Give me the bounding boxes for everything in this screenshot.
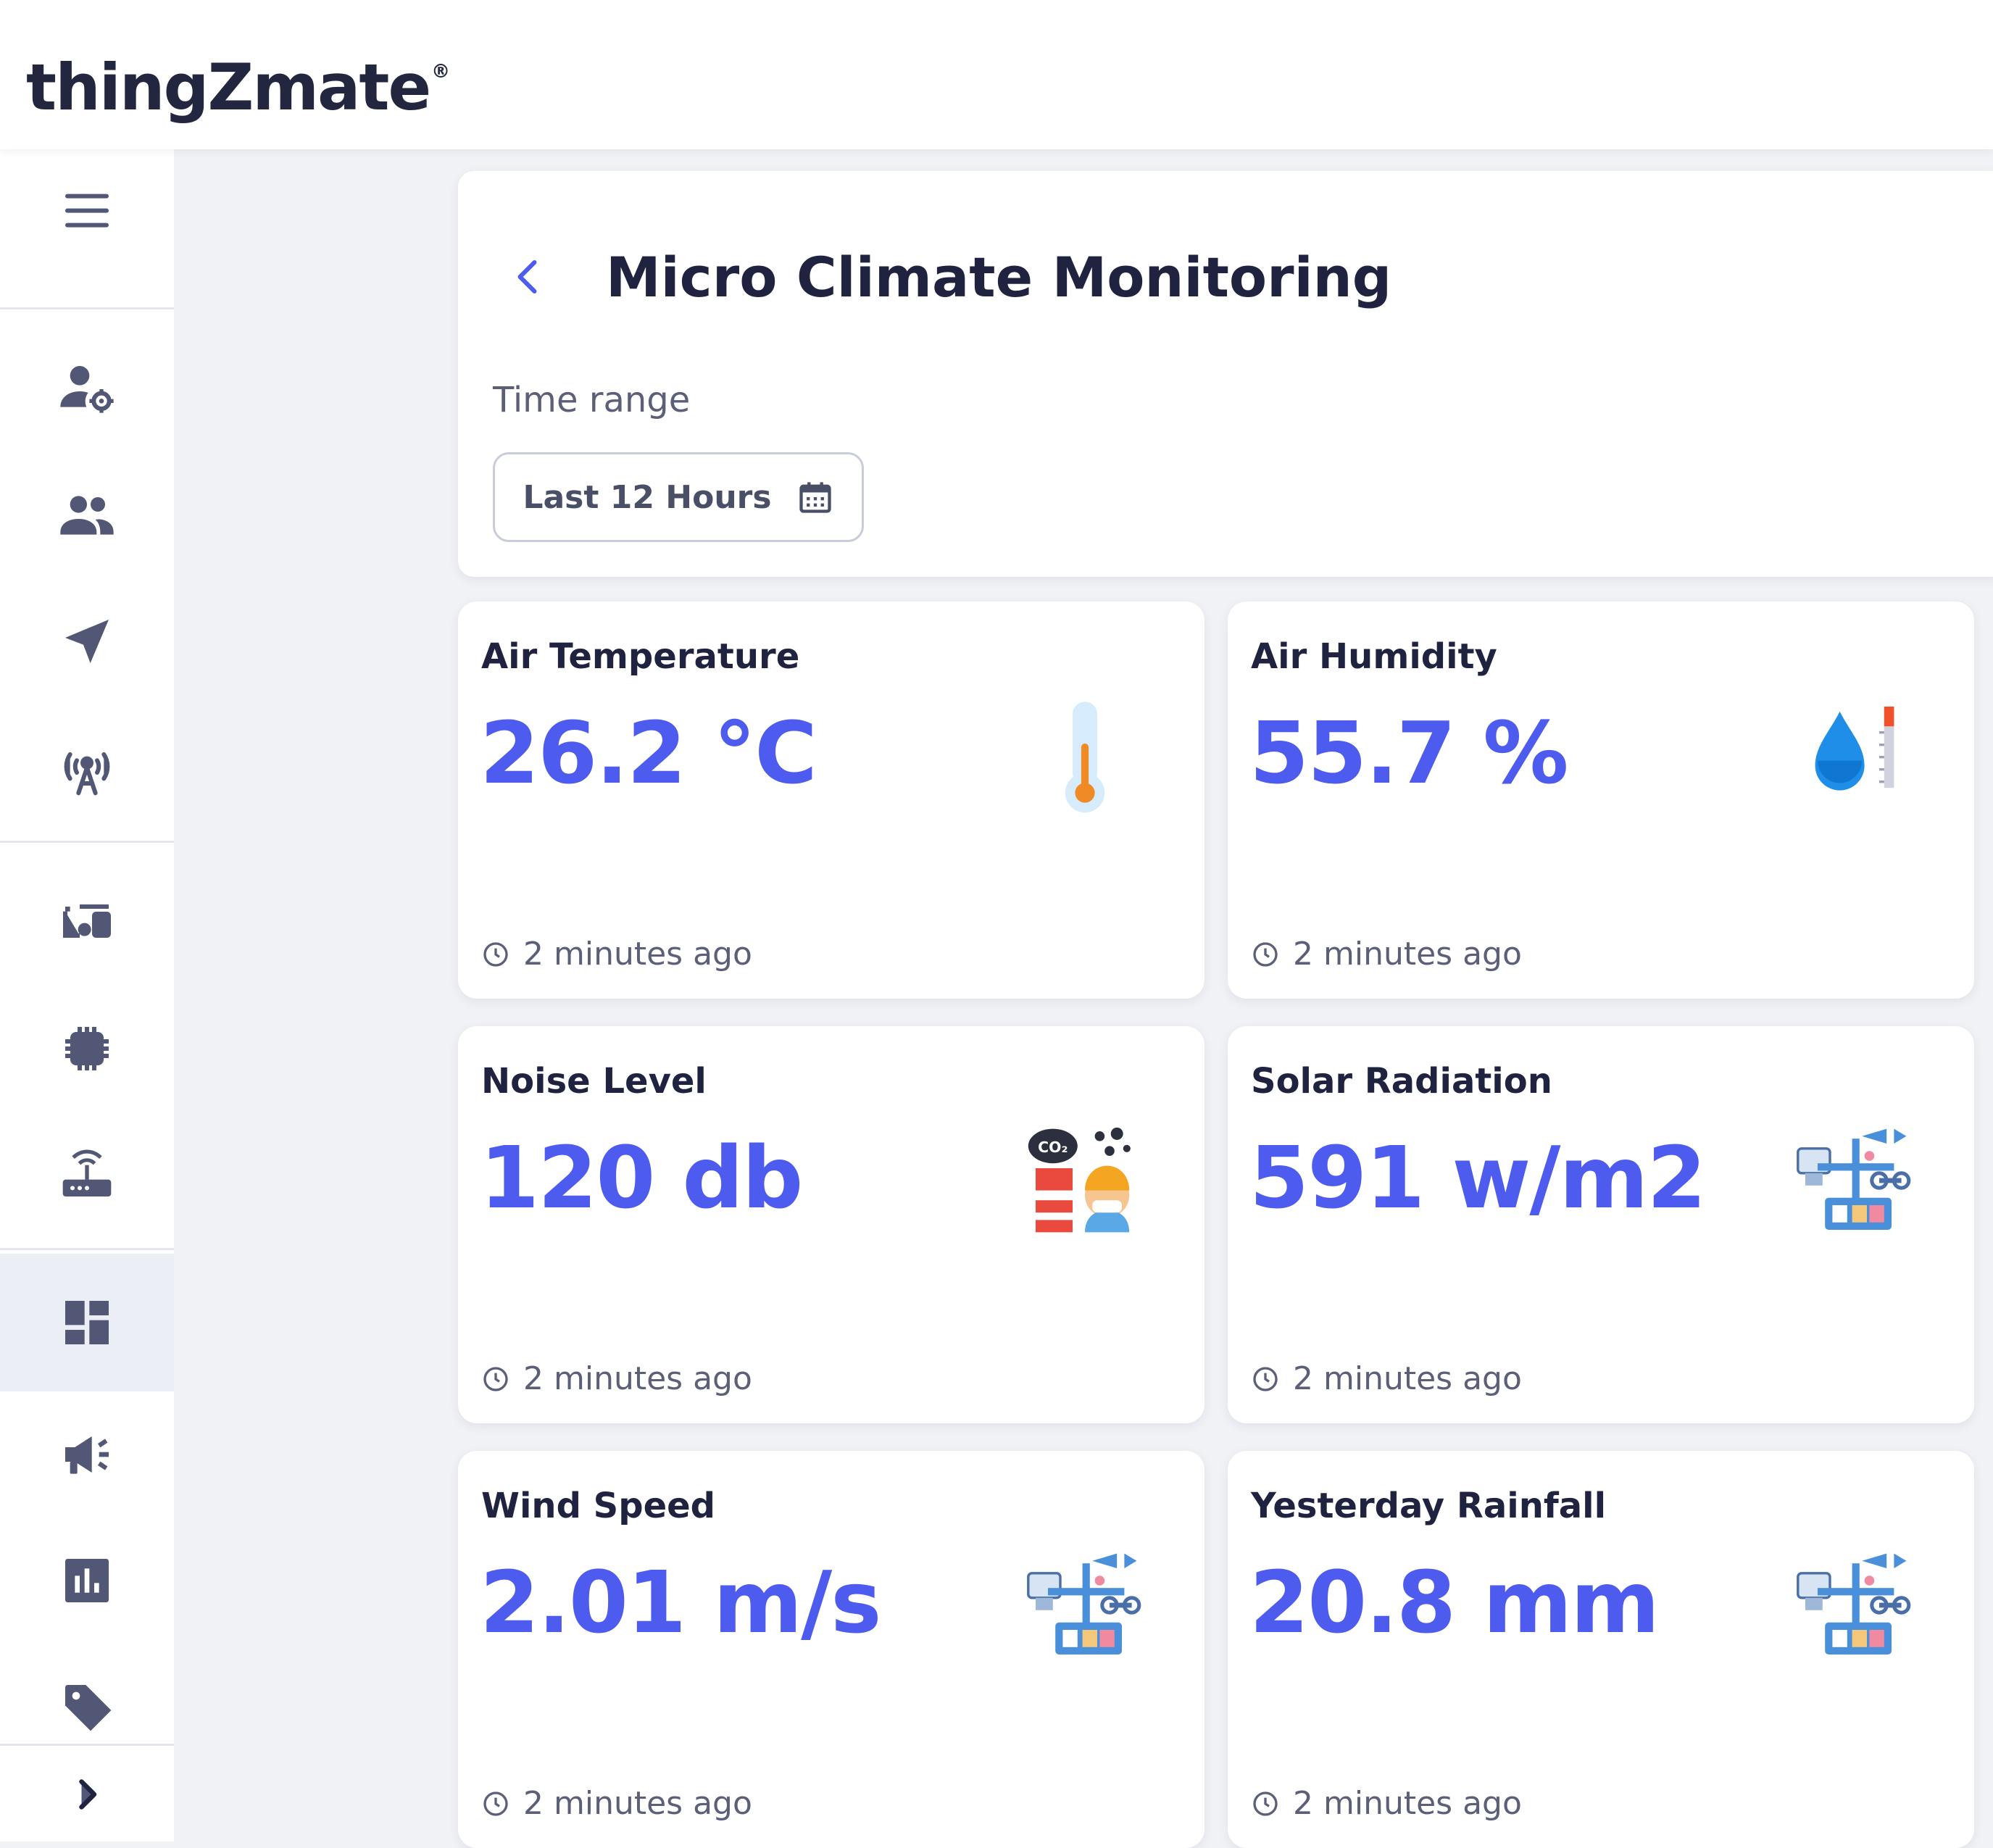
router-icon bbox=[62, 1149, 112, 1196]
app-logo[interactable]: thingZmate® bbox=[26, 32, 450, 128]
card-value: 55.7 % bbox=[1249, 703, 1568, 803]
sidebar-menu-toggle[interactable] bbox=[0, 157, 174, 265]
menu-icon bbox=[65, 193, 109, 228]
weather-station-icon bbox=[1797, 1128, 1911, 1230]
sidebar-item-user-settings[interactable] bbox=[0, 333, 174, 442]
card-updated-time: 2 minutes ago bbox=[1293, 1785, 1522, 1822]
thermometer-icon bbox=[1065, 702, 1105, 813]
card-value: 120 db bbox=[480, 1128, 803, 1228]
dashboard-header-card: Micro Climate Monitoring Time range Last… bbox=[458, 171, 1993, 577]
logo-registered-mark: ® bbox=[431, 61, 450, 83]
sidebar-item-navigation[interactable] bbox=[0, 587, 174, 696]
metric-card-yesterday-rainfall[interactable]: Yesterday Rainfall 20.8 mm 2 minutes ago bbox=[1228, 1451, 1974, 1848]
sidebar-item-devices[interactable] bbox=[0, 867, 174, 975]
card-value: 20.8 mm bbox=[1249, 1552, 1660, 1652]
devices-icon bbox=[63, 904, 111, 938]
sidebar-divider bbox=[0, 307, 174, 309]
top-bar: thingZmate® bbox=[0, 0, 1993, 149]
antenna-broadcast-icon bbox=[64, 752, 110, 796]
back-button[interactable] bbox=[502, 249, 557, 304]
card-updated-time: 2 minutes ago bbox=[523, 936, 752, 973]
card-updated-time: 2 minutes ago bbox=[1293, 1360, 1522, 1397]
metric-card-noise-level[interactable]: Noise Level 120 db CO₂ 2 minutes ago bbox=[458, 1026, 1204, 1423]
card-footer: 2 minutes ago bbox=[1251, 1360, 1522, 1397]
user-settings-icon bbox=[60, 366, 114, 413]
users-icon bbox=[60, 496, 114, 535]
clock-icon bbox=[483, 941, 508, 967]
megaphone-icon bbox=[65, 1436, 109, 1474]
bar-chart-icon bbox=[65, 1559, 109, 1602]
metric-card-air-temperature[interactable]: Air Temperature 26.2 °C 2 minutes ago bbox=[458, 602, 1204, 999]
sidebar bbox=[0, 149, 174, 1841]
tag-icon bbox=[65, 1685, 112, 1731]
sidebar-divider bbox=[0, 841, 174, 843]
time-range-picker-button[interactable]: Last 12 Hours bbox=[493, 452, 864, 542]
card-title: Noise Level bbox=[481, 1061, 707, 1102]
card-title: Air Humidity bbox=[1251, 636, 1497, 677]
sidebar-expand-button[interactable] bbox=[0, 1751, 174, 1838]
calendar-icon bbox=[799, 482, 831, 513]
card-updated-time: 2 minutes ago bbox=[1293, 936, 1522, 973]
card-footer: 2 minutes ago bbox=[1251, 936, 1522, 973]
logo-text: thingZmate bbox=[26, 50, 431, 125]
sidebar-item-reports[interactable] bbox=[0, 1526, 174, 1635]
clock-icon bbox=[1253, 1791, 1278, 1816]
card-footer: 2 minutes ago bbox=[481, 936, 752, 973]
sidebar-item-alerts[interactable] bbox=[0, 1400, 174, 1509]
weather-station-icon bbox=[1797, 1553, 1911, 1655]
clock-icon bbox=[1253, 941, 1278, 967]
card-title: Wind Speed bbox=[481, 1486, 716, 1526]
time-range-value: Last 12 Hours bbox=[523, 478, 772, 516]
humidity-drop-icon bbox=[1815, 707, 1894, 791]
sidebar-divider bbox=[0, 1248, 174, 1250]
card-title: Air Temperature bbox=[481, 636, 800, 677]
clock-icon bbox=[1253, 1366, 1278, 1391]
svg-text:CO₂: CO₂ bbox=[1038, 1139, 1068, 1156]
card-value: 2.01 m/s bbox=[480, 1552, 882, 1652]
card-updated-time: 2 minutes ago bbox=[523, 1360, 752, 1397]
metric-card-air-humidity[interactable]: Air Humidity 55.7 % 2 minutes ago bbox=[1228, 602, 1974, 999]
chevron-left-icon bbox=[517, 260, 537, 294]
page-title: Micro Climate Monitoring bbox=[606, 245, 1392, 309]
chevron-right-icon bbox=[79, 1779, 97, 1810]
card-footer: 2 minutes ago bbox=[1251, 1785, 1522, 1822]
card-title: Yesterday Rainfall bbox=[1251, 1486, 1607, 1526]
card-value: 591 w/m2 bbox=[1249, 1128, 1707, 1228]
sidebar-item-hardware[interactable] bbox=[0, 994, 174, 1103]
sidebar-item-dashboards[interactable] bbox=[0, 1254, 174, 1391]
time-range-label: Time range bbox=[493, 380, 691, 420]
card-footer: 2 minutes ago bbox=[481, 1360, 752, 1397]
weather-station-icon bbox=[1027, 1553, 1141, 1655]
card-updated-time: 2 minutes ago bbox=[523, 1785, 752, 1822]
noise-pollution-icon: CO₂ bbox=[1028, 1127, 1131, 1233]
navigation-arrow-icon bbox=[65, 620, 109, 663]
card-footer: 2 minutes ago bbox=[481, 1785, 752, 1822]
sidebar-item-tags[interactable] bbox=[0, 1652, 174, 1761]
sidebar-item-users[interactable] bbox=[0, 461, 174, 570]
card-title: Solar Radiation bbox=[1251, 1061, 1552, 1102]
card-value: 26.2 °C bbox=[480, 703, 817, 803]
chip-icon bbox=[65, 1027, 109, 1070]
clock-icon bbox=[483, 1791, 508, 1816]
clock-icon bbox=[483, 1366, 508, 1391]
sidebar-item-gateways[interactable] bbox=[0, 715, 174, 823]
sidebar-divider bbox=[0, 1744, 174, 1746]
sidebar-item-router[interactable] bbox=[0, 1120, 174, 1229]
dashboard-icon bbox=[65, 1301, 109, 1344]
metric-card-wind-speed[interactable]: Wind Speed 2.01 m/s 2 minutes ago bbox=[458, 1451, 1204, 1848]
metric-card-solar-radiation[interactable]: Solar Radiation 591 w/m2 2 minutes ago bbox=[1228, 1026, 1974, 1423]
